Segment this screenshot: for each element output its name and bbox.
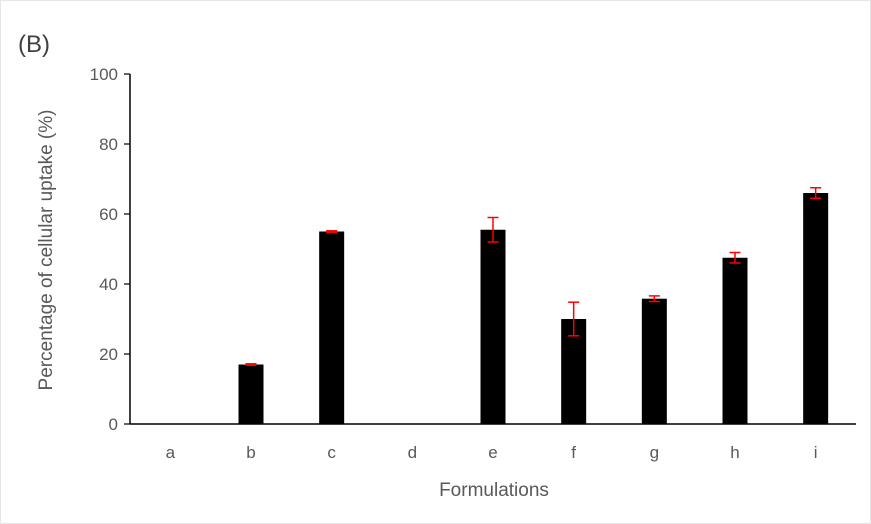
x-tick-label-i: i [814, 443, 818, 462]
y-tick-label: 80 [99, 135, 118, 154]
y-tick-label: 60 [99, 205, 118, 224]
y-tick-label: 100 [90, 65, 118, 84]
x-axis-title: Formulations [439, 480, 549, 501]
y-tick-label: 0 [109, 415, 118, 434]
y-tick-label: 40 [99, 275, 118, 294]
x-tick-label-c: c [327, 443, 336, 462]
panel-label: (B) [18, 31, 50, 58]
x-tick-label-b: b [246, 443, 255, 462]
x-tick-label-a: a [166, 443, 176, 462]
x-tick-label-d: d [408, 443, 417, 462]
bar-e [480, 229, 506, 424]
bar-c [319, 231, 345, 424]
bar-h [722, 257, 748, 424]
plot-area: 0 20 40 60 80 100 a b c d e f g h i [90, 65, 856, 462]
x-tick-label-g: g [650, 443, 659, 462]
x-tick-label-f: f [571, 443, 576, 462]
x-tick-label-e: e [488, 443, 497, 462]
bar-g [641, 298, 667, 424]
bar-b [238, 364, 264, 424]
bar-i [803, 193, 829, 424]
y-axis-title: Percentage of cellular uptake (%) [36, 110, 57, 391]
y-tick-label: 20 [99, 345, 118, 364]
x-tick-label-h: h [730, 443, 739, 462]
